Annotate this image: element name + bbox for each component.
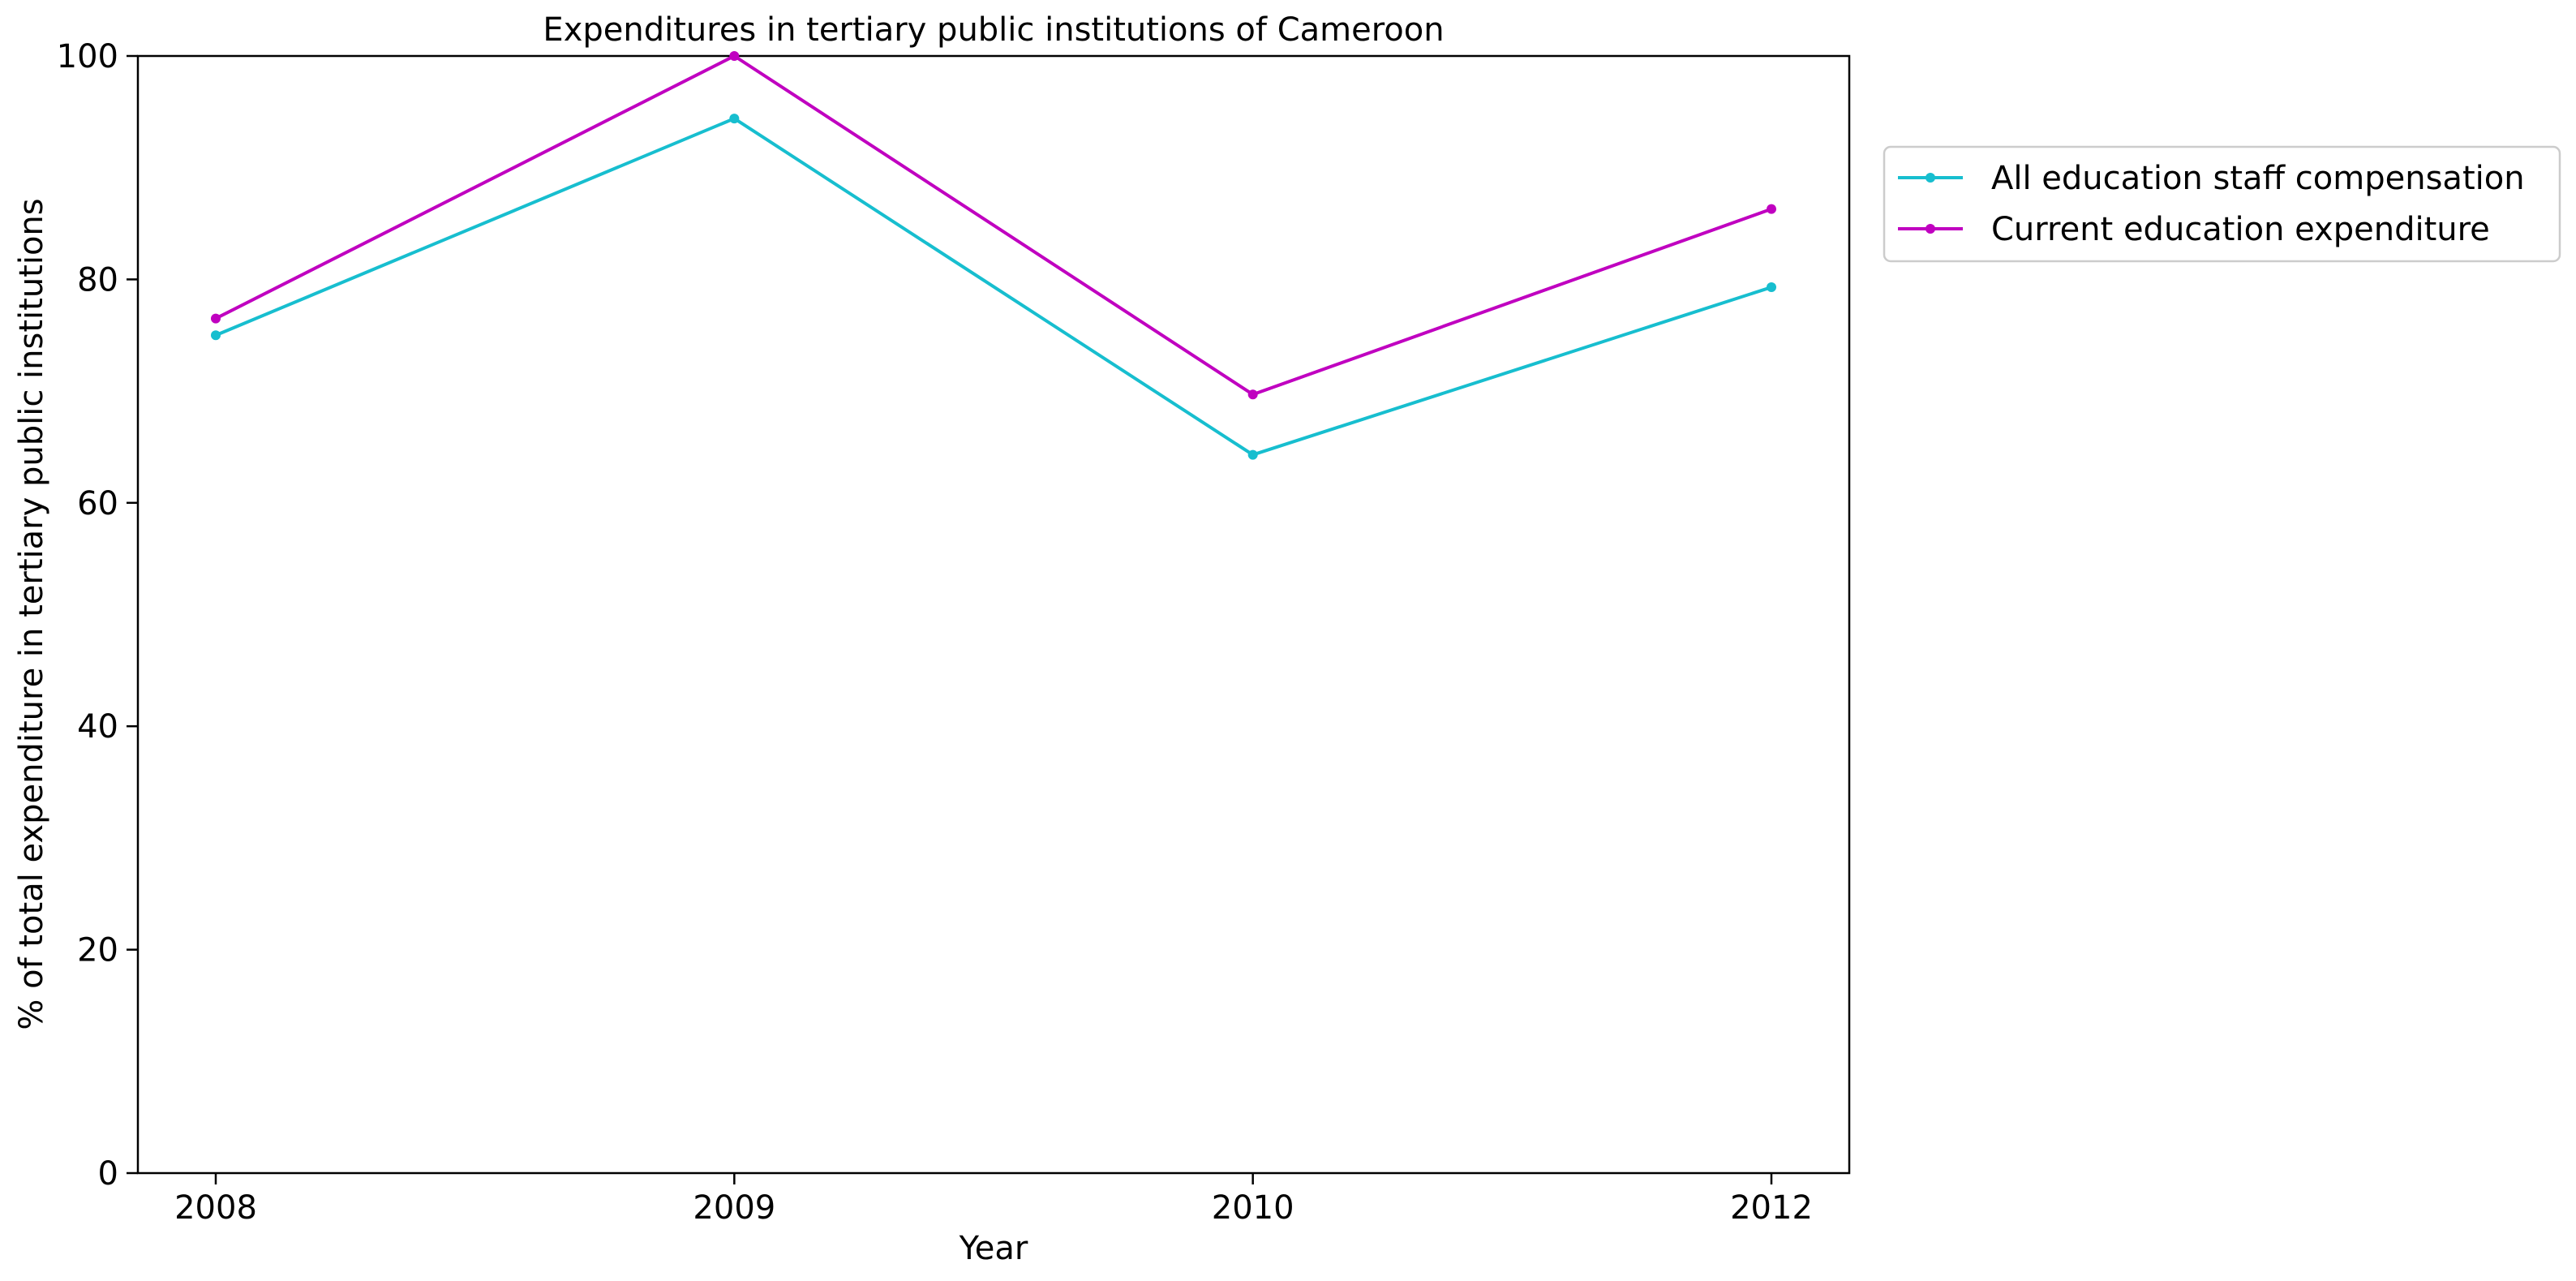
legend: All education staff compensation Current … xyxy=(1883,145,2561,263)
y-tick-label: 20 xyxy=(77,932,118,969)
x-tick-label: 2010 xyxy=(1212,1189,1294,1227)
series-layer xyxy=(211,51,1776,460)
series-line xyxy=(215,54,1772,397)
legend-swatch-marker xyxy=(1926,224,1935,234)
data-point xyxy=(1247,449,1258,460)
legend-swatch-marker xyxy=(1926,173,1935,183)
data-point xyxy=(211,313,221,324)
y-tick-label: 100 xyxy=(57,38,118,75)
legend-entry: All education staff compensation xyxy=(1898,160,2525,197)
data-point xyxy=(729,114,740,124)
legend-label: All education staff compensation xyxy=(1991,160,2525,197)
x-tick-label: 2008 xyxy=(174,1189,257,1227)
series-1 xyxy=(211,114,1776,460)
plot-area xyxy=(136,54,1851,1175)
series-line xyxy=(215,117,1772,457)
x-axis: 2008 2009 2010 2012 xyxy=(174,1173,1813,1227)
chart-title: Expenditures in tertiary public institut… xyxy=(543,11,1444,49)
y-tick-label: 0 xyxy=(98,1155,118,1193)
y-tick-label: 60 xyxy=(77,485,118,522)
x-tick-label: 2012 xyxy=(1730,1189,1813,1227)
data-point xyxy=(211,330,221,341)
legend-entry: Current education expenditure xyxy=(1898,211,2490,248)
y-axis: 0 20 40 60 80 100 xyxy=(57,38,138,1193)
x-tick-label: 2009 xyxy=(693,1189,775,1227)
legend-label: Current education expenditure xyxy=(1991,211,2490,248)
y-tick-label: 40 xyxy=(77,708,118,746)
series-2 xyxy=(211,51,1776,400)
data-point xyxy=(1247,389,1258,400)
y-axis-label: % of total expenditure in tertiary publi… xyxy=(13,198,50,1030)
data-point xyxy=(729,51,740,61)
data-point xyxy=(1767,204,1776,214)
data-point xyxy=(1767,282,1776,293)
y-tick-label: 80 xyxy=(77,261,118,299)
legend-box xyxy=(1883,145,2561,263)
x-axis-label: Year xyxy=(959,1230,1028,1267)
